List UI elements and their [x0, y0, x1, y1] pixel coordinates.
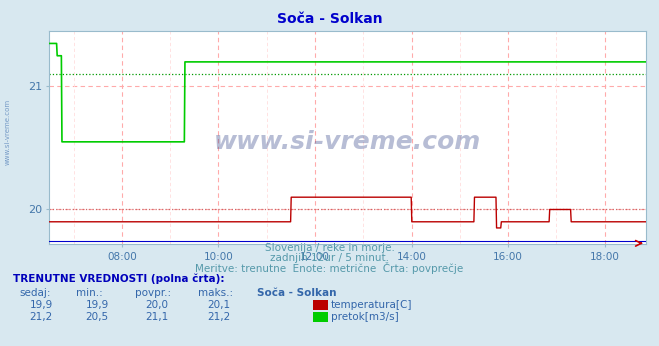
- Text: 20,5: 20,5: [86, 312, 109, 322]
- Text: temperatura[C]: temperatura[C]: [331, 300, 413, 310]
- Text: zadnjih 12ur / 5 minut.: zadnjih 12ur / 5 minut.: [270, 253, 389, 263]
- Text: sedaj:: sedaj:: [20, 288, 51, 298]
- Text: min.:: min.:: [76, 288, 103, 298]
- Text: 19,9: 19,9: [30, 300, 53, 310]
- Text: Soča - Solkan: Soča - Solkan: [257, 288, 337, 298]
- Text: Meritve: trenutne  Enote: metrične  Črta: povprečje: Meritve: trenutne Enote: metrične Črta: …: [195, 262, 464, 274]
- Text: 19,9: 19,9: [86, 300, 109, 310]
- Text: maks.:: maks.:: [198, 288, 233, 298]
- Text: 21,2: 21,2: [208, 312, 231, 322]
- Text: 20,1: 20,1: [208, 300, 231, 310]
- Text: TRENUTNE VREDNOSTI (polna črta):: TRENUTNE VREDNOSTI (polna črta):: [13, 273, 225, 284]
- Text: 21,1: 21,1: [145, 312, 168, 322]
- Text: 21,2: 21,2: [30, 312, 53, 322]
- Text: 20,0: 20,0: [145, 300, 168, 310]
- Text: Soča - Solkan: Soča - Solkan: [277, 12, 382, 26]
- Text: Slovenija / reke in morje.: Slovenija / reke in morje.: [264, 243, 395, 253]
- Text: www.si-vreme.com: www.si-vreme.com: [214, 130, 481, 154]
- Text: pretok[m3/s]: pretok[m3/s]: [331, 312, 399, 322]
- Text: povpr.:: povpr.:: [135, 288, 171, 298]
- Text: www.si-vreme.com: www.si-vreme.com: [5, 98, 11, 165]
